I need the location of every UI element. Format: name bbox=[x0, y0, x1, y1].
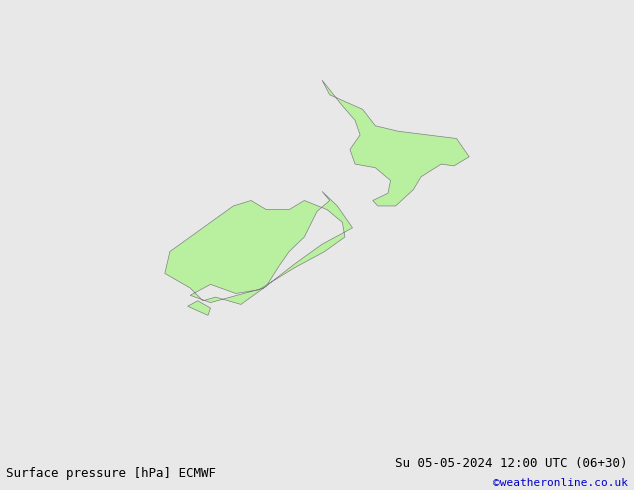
Text: Su 05-05-2024 12:00 UTC (06+30): Su 05-05-2024 12:00 UTC (06+30) bbox=[395, 457, 628, 470]
Polygon shape bbox=[165, 192, 353, 304]
Polygon shape bbox=[188, 301, 210, 316]
Text: Surface pressure [hPa] ECMWF: Surface pressure [hPa] ECMWF bbox=[6, 467, 216, 480]
Polygon shape bbox=[322, 80, 469, 206]
Text: ©weatheronline.co.uk: ©weatheronline.co.uk bbox=[493, 478, 628, 488]
